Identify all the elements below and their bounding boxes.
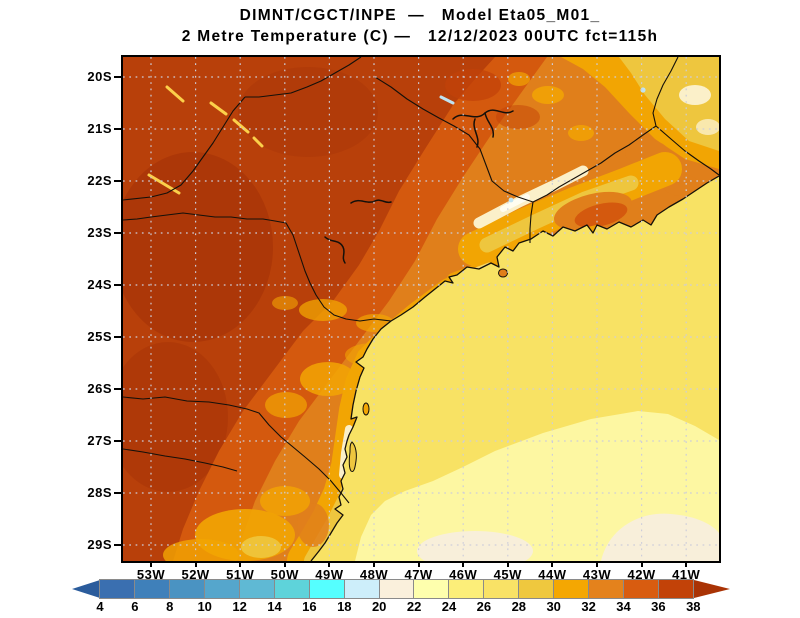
colorbar-right-arrow xyxy=(694,580,730,598)
colorbar-segment xyxy=(168,580,204,598)
title-line-2: 2 Metre Temperature (C) — 12/12/2023 00U… xyxy=(181,28,659,45)
lon-tick-mark xyxy=(373,561,375,567)
lon-tick-label: 43W xyxy=(582,567,612,582)
lon-tick-mark xyxy=(239,561,242,567)
colorbar-segment xyxy=(553,580,589,598)
lon-tick-mark xyxy=(150,561,152,567)
lon-tick-mark xyxy=(685,561,688,567)
lat-tick-mark xyxy=(114,336,121,338)
colorbar-segment xyxy=(100,580,134,598)
colorbar-tick-label: 36 xyxy=(651,599,666,614)
lon-tick-label: 47W xyxy=(404,567,433,582)
colorbar-tick-label: 10 xyxy=(197,599,212,614)
state-borders xyxy=(122,56,720,504)
lat-tick-label: 25S xyxy=(87,329,112,344)
colorbar-tick-label: 16 xyxy=(302,599,317,614)
lat-tick-mark xyxy=(114,284,121,286)
colorbar-segment xyxy=(308,580,344,598)
colorbar-tick-label: 24 xyxy=(441,599,457,614)
lat-tick-mark xyxy=(114,180,121,182)
colorbar-segment xyxy=(273,580,309,598)
colorbar-segment xyxy=(133,580,169,598)
lon-tick-mark xyxy=(283,561,286,567)
lat-tick-label: 28S xyxy=(87,485,112,500)
lat-tick-mark xyxy=(114,544,121,546)
lon-tick-label: 45W xyxy=(493,567,522,582)
lat-tick-label: 27S xyxy=(87,433,112,448)
lat-tick-label: 24S xyxy=(87,277,112,292)
lat-tick-label: 20S xyxy=(87,69,112,84)
lat-tick-label: 22S xyxy=(87,173,112,188)
lon-tick-mark xyxy=(640,561,643,567)
colorbar-tick-label: 14 xyxy=(267,599,282,614)
lat-tick-mark xyxy=(114,128,121,130)
colorbar-tick-label: 38 xyxy=(686,599,701,614)
colorbar-tick-label: 28 xyxy=(511,599,527,614)
lon-tick-mark xyxy=(551,561,554,567)
colorbar-tick-label: 12 xyxy=(232,599,247,614)
lon-tick-label: 52W xyxy=(181,567,210,582)
lon-tick-mark xyxy=(506,561,509,567)
colorbar-segment xyxy=(448,580,484,598)
colorbar-left-arrow xyxy=(72,580,100,598)
colorbar-segment xyxy=(658,580,693,598)
colorbar-tick-label: 30 xyxy=(546,599,561,614)
title-block: DIMNT/CGCT/INPE — Model Eta05_M01_ 2 Met… xyxy=(40,5,800,47)
colorbar-segment xyxy=(238,580,274,598)
colorbar-tick-label: 20 xyxy=(371,599,387,614)
colorbar-tick-label: 4 xyxy=(96,599,104,614)
lon-tick-mark xyxy=(462,561,465,567)
lon-tick-label: 41W xyxy=(672,567,701,582)
lon-tick-label: 46W xyxy=(449,567,478,582)
colorbar-tick-label: 26 xyxy=(476,599,492,614)
lon-tick-label: 53W xyxy=(136,567,166,582)
colorbar-segment xyxy=(378,580,414,598)
warm-river-streaks xyxy=(147,85,264,195)
colorbar-segment xyxy=(413,580,449,598)
lon-tick-label: 49W xyxy=(315,567,344,582)
colorbar-segment xyxy=(203,580,239,598)
colorbar-strip xyxy=(100,580,693,598)
colorbar-tick-label: 6 xyxy=(131,599,139,614)
colorbar-tick-label: 22 xyxy=(406,599,422,614)
colorbar-segment xyxy=(518,580,554,598)
colorbar-segment xyxy=(483,580,519,598)
graticule-grid xyxy=(123,57,719,561)
lon-tick-mark xyxy=(417,561,420,567)
map-svg xyxy=(122,56,720,571)
colorbar-segment xyxy=(343,580,379,598)
map-frame xyxy=(121,55,721,571)
lon-tick-label: 50W xyxy=(270,567,299,582)
lon-tick-mark xyxy=(596,561,598,567)
lat-tick-mark xyxy=(114,232,121,234)
colorbar-tick-label: 18 xyxy=(337,599,352,614)
colorbar-tick-label: 34 xyxy=(616,599,631,614)
lat-tick-label: 26S xyxy=(87,381,112,396)
lon-tick-mark xyxy=(194,561,197,567)
lat-tick-mark xyxy=(114,440,121,442)
lon-tick-mark xyxy=(328,561,331,567)
colorbar-segment xyxy=(588,580,624,598)
lon-tick-label: 42W xyxy=(627,567,656,582)
lat-tick-mark xyxy=(114,76,121,78)
colorbar-tick-label: 8 xyxy=(166,599,174,614)
coastline xyxy=(310,175,720,562)
islands xyxy=(348,268,508,472)
reservoir-lakes xyxy=(324,109,514,264)
title-line-1: DIMNT/CGCT/INPE — Model Eta05_M01_ xyxy=(239,7,601,24)
lat-tick-label: 21S xyxy=(87,121,112,136)
colorbar-segment xyxy=(623,580,658,598)
lat-tick-label: 23S xyxy=(87,225,112,240)
lat-tick-mark xyxy=(114,388,121,390)
lon-tick-label: 44W xyxy=(538,567,567,582)
lat-tick-label: 29S xyxy=(87,537,112,552)
lat-tick-mark xyxy=(114,492,121,494)
colorbar-tick-label: 32 xyxy=(581,599,596,614)
lon-tick-label: 48W xyxy=(359,567,389,582)
lon-tick-label: 51W xyxy=(226,567,255,582)
